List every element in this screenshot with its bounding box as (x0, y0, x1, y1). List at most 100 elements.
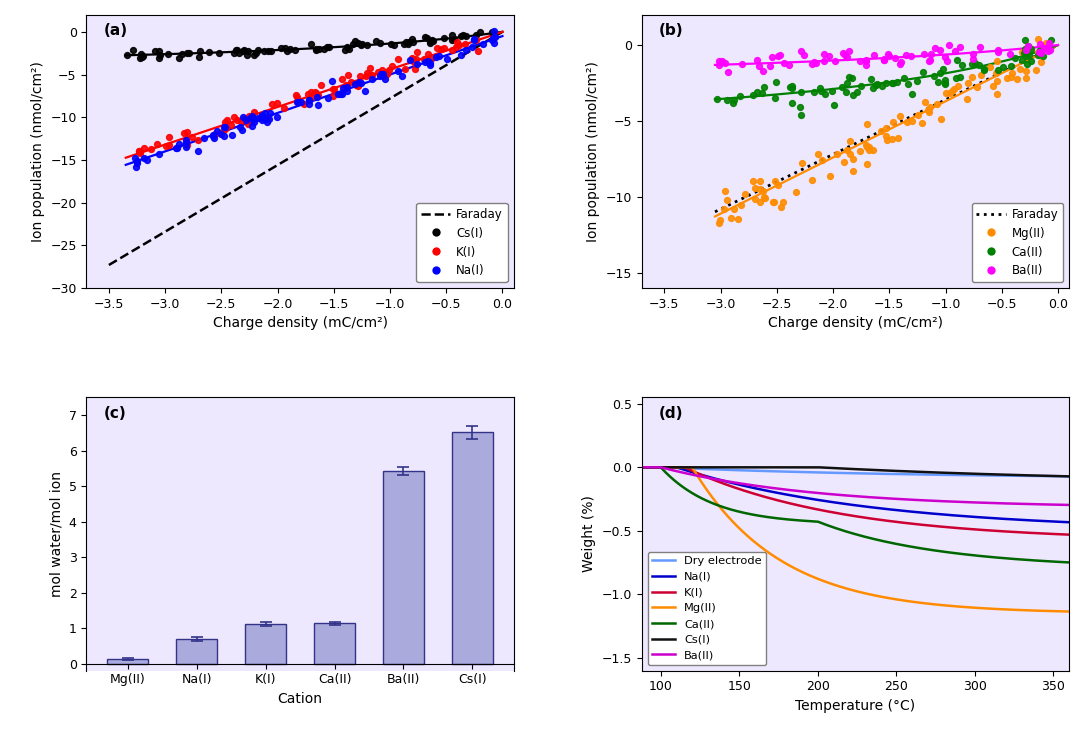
Point (235, 44, 253, 56)
Point (429, 43, 446, 55)
Point (226, 111, 243, 122)
Point (300, 98, 318, 110)
Point (485, 25, 502, 37)
Point (874, 80, 891, 91)
Point (746, 183, 764, 195)
Point (337, 79, 354, 91)
Point (218, 114, 235, 126)
Point (258, 113, 275, 125)
Point (781, 59, 798, 71)
Point (774, 196, 792, 208)
Point (309, 91, 326, 103)
Point (178, 137, 195, 149)
Point (811, 83, 828, 94)
Point (929, 98, 946, 110)
Point (845, 153, 862, 164)
Point (1040, 41, 1057, 53)
Point (815, 55, 833, 66)
Point (474, 38, 491, 50)
Point (724, 97, 741, 109)
Point (161, 139, 178, 151)
Point (226, 47, 243, 59)
Point (131, 144, 148, 156)
Point (177, 136, 194, 147)
Point (443, 43, 460, 55)
Point (838, 144, 855, 156)
Point (217, 116, 234, 128)
Point (150, 45, 167, 57)
Point (951, 71, 969, 83)
Point (903, 88, 920, 99)
Point (293, 96, 310, 108)
Point (253, 111, 270, 122)
Point (908, 75, 926, 87)
Point (422, 37, 440, 49)
Point (168, 142, 186, 154)
Point (717, 185, 734, 197)
Point (971, 41, 988, 53)
Point (486, 31, 503, 43)
Point (281, 43, 298, 55)
Point (806, 86, 823, 98)
Point (849, 85, 866, 97)
Point (362, 63, 379, 74)
Point (419, 32, 436, 43)
Point (1017, 66, 1035, 77)
Text: (c): (c) (104, 405, 126, 421)
Point (233, 124, 251, 136)
Point (793, 46, 810, 57)
Point (190, 145, 207, 157)
Point (859, 119, 876, 130)
Point (804, 57, 821, 69)
Point (903, 115, 920, 127)
Point (438, 53, 456, 65)
Point (1041, 44, 1058, 56)
Point (885, 77, 902, 88)
Point (287, 88, 305, 100)
Point (458, 29, 475, 41)
Point (353, 38, 370, 49)
Point (300, 88, 318, 99)
Point (775, 57, 793, 69)
Point (307, 86, 324, 98)
Point (119, 49, 136, 60)
Point (244, 111, 261, 122)
Point (485, 32, 502, 44)
Point (932, 113, 949, 125)
Point (710, 59, 727, 71)
Point (793, 86, 810, 98)
Point (173, 48, 190, 60)
Point (987, 68, 1004, 80)
Point (1027, 64, 1044, 76)
Point (919, 104, 936, 116)
Point (143, 143, 160, 155)
Point (373, 69, 390, 80)
Point (1011, 63, 1028, 75)
Point (879, 48, 896, 60)
Point (150, 148, 167, 160)
Point (335, 82, 352, 94)
Point (915, 49, 932, 60)
Point (406, 56, 423, 68)
Point (212, 128, 229, 139)
Point (1036, 42, 1053, 54)
Bar (314, 624, 355, 663)
Point (931, 44, 948, 56)
Point (934, 63, 951, 74)
Point (351, 76, 368, 88)
Point (178, 141, 195, 153)
Point (308, 87, 325, 99)
Point (995, 61, 1012, 73)
Point (359, 39, 376, 51)
Point (944, 85, 961, 97)
Point (712, 214, 729, 226)
Point (211, 46, 228, 58)
Point (947, 72, 964, 84)
Point (852, 55, 869, 67)
Point (751, 60, 768, 72)
Point (242, 112, 259, 124)
Point (875, 53, 892, 65)
Point (177, 134, 194, 146)
Point (272, 43, 289, 55)
Point (444, 34, 461, 46)
